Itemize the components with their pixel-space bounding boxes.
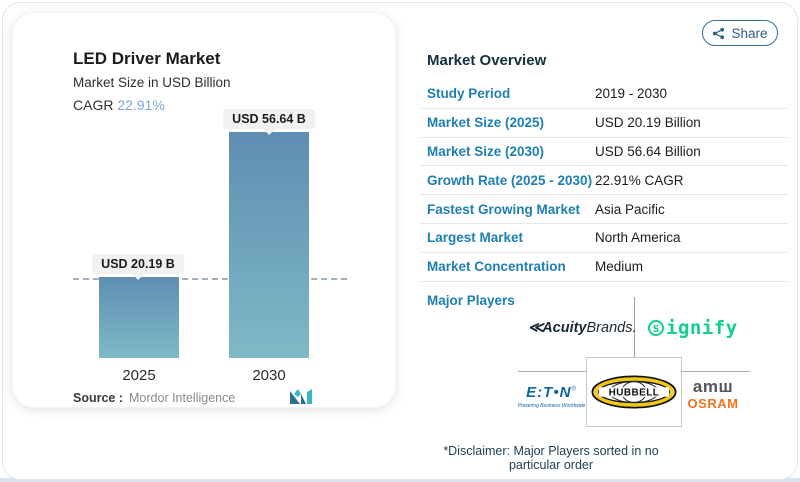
connector-right-line: [682, 371, 750, 372]
row-label: Market Size (2030): [427, 143, 545, 159]
cagr-value: 22.91%: [117, 97, 165, 113]
hubbell-logo: HUBBELL: [591, 375, 677, 409]
bar-2025: [99, 277, 179, 358]
row-value: Medium: [595, 259, 644, 275]
table-row: Largest Market North America: [420, 224, 788, 253]
disclaimer-text: *Disclaimer: Major Players sorted in no …: [443, 444, 659, 472]
signify-circle-s-icon: s: [648, 320, 664, 336]
reference-dashed-line: [73, 278, 347, 280]
overview-table: Study Period 2019 - 2030 Market Size (20…: [420, 80, 788, 282]
table-row: Market Concentration Medium: [420, 253, 788, 282]
acuity-brands-logo: ≪AcuityBrands.: [528, 320, 637, 336]
table-row: Study Period 2019 - 2030: [420, 80, 788, 109]
row-value: 2019 - 2030: [595, 86, 668, 102]
acuity-mark-icon: ≪: [528, 320, 543, 336]
chart-title: LED Driver Market: [73, 49, 221, 68]
market-chart-card: LED Driver Market Market Size in USD Bil…: [12, 12, 396, 408]
bar-value-label-2030: USD 56.64 B: [223, 109, 315, 129]
x-tick-2025: 2025: [122, 367, 156, 384]
row-value: North America: [595, 230, 681, 246]
signify-logo: s ignify: [648, 317, 738, 339]
table-row: Market Size (2030) USD 56.64 Billion: [420, 138, 788, 167]
hubbell-logo-box: HUBBELL: [586, 357, 682, 427]
bar-2030: [229, 132, 309, 358]
ams-osram-logo: amш OSRAM: [687, 377, 739, 411]
share-button[interactable]: Share: [702, 20, 778, 46]
bottom-strip: [0, 478, 800, 482]
source-label: Source :: [73, 391, 124, 405]
row-label: Growth Rate (2025 - 2030): [427, 172, 593, 188]
share-button-label: Share: [731, 25, 768, 41]
share-nodes-icon: [713, 27, 725, 39]
connector-left-line: [518, 371, 586, 372]
cagr-label: CAGR: [73, 97, 114, 113]
row-value: USD 56.64 Billion: [595, 143, 701, 159]
x-tick-2030: 2030: [252, 367, 286, 384]
bar-value-label-2025: USD 20.19 B: [92, 254, 184, 274]
chart-subtitle: Market Size in USD Billion: [73, 75, 231, 90]
source-row: Source : Mordor Intelligence: [73, 391, 235, 405]
mordor-intelligence-logo-icon: [290, 389, 312, 404]
row-label: Market Concentration: [427, 259, 566, 275]
row-label: Market Size (2025): [427, 115, 545, 131]
cagr-line: CAGR 22.91%: [73, 97, 165, 113]
table-row: Fastest Growing Market Asia Pacific: [420, 195, 788, 224]
major-players-label: Major Players: [427, 293, 515, 308]
row-value: 22.91% CAGR: [595, 172, 684, 188]
svg-text:HUBBELL: HUBBELL: [609, 388, 660, 399]
table-row: Market Size (2025) USD 20.19 Billion: [420, 109, 788, 138]
connector-vertical-line: [634, 297, 635, 358]
source-value: Mordor Intelligence: [129, 391, 236, 405]
row-label: Study Period: [427, 86, 511, 102]
row-label: Fastest Growing Market: [427, 201, 581, 217]
eaton-tagline: Powering Business Worldwide: [518, 403, 586, 409]
overview-title: Market Overview: [427, 52, 547, 69]
row-value: Asia Pacific: [595, 201, 665, 217]
row-label: Largest Market: [427, 230, 524, 246]
row-value: USD 20.19 Billion: [595, 115, 701, 131]
eaton-logo: E:T•N® Powering Business Worldwide: [518, 384, 586, 409]
table-row: Growth Rate (2025 - 2030) 22.91% CAGR: [420, 166, 788, 196]
